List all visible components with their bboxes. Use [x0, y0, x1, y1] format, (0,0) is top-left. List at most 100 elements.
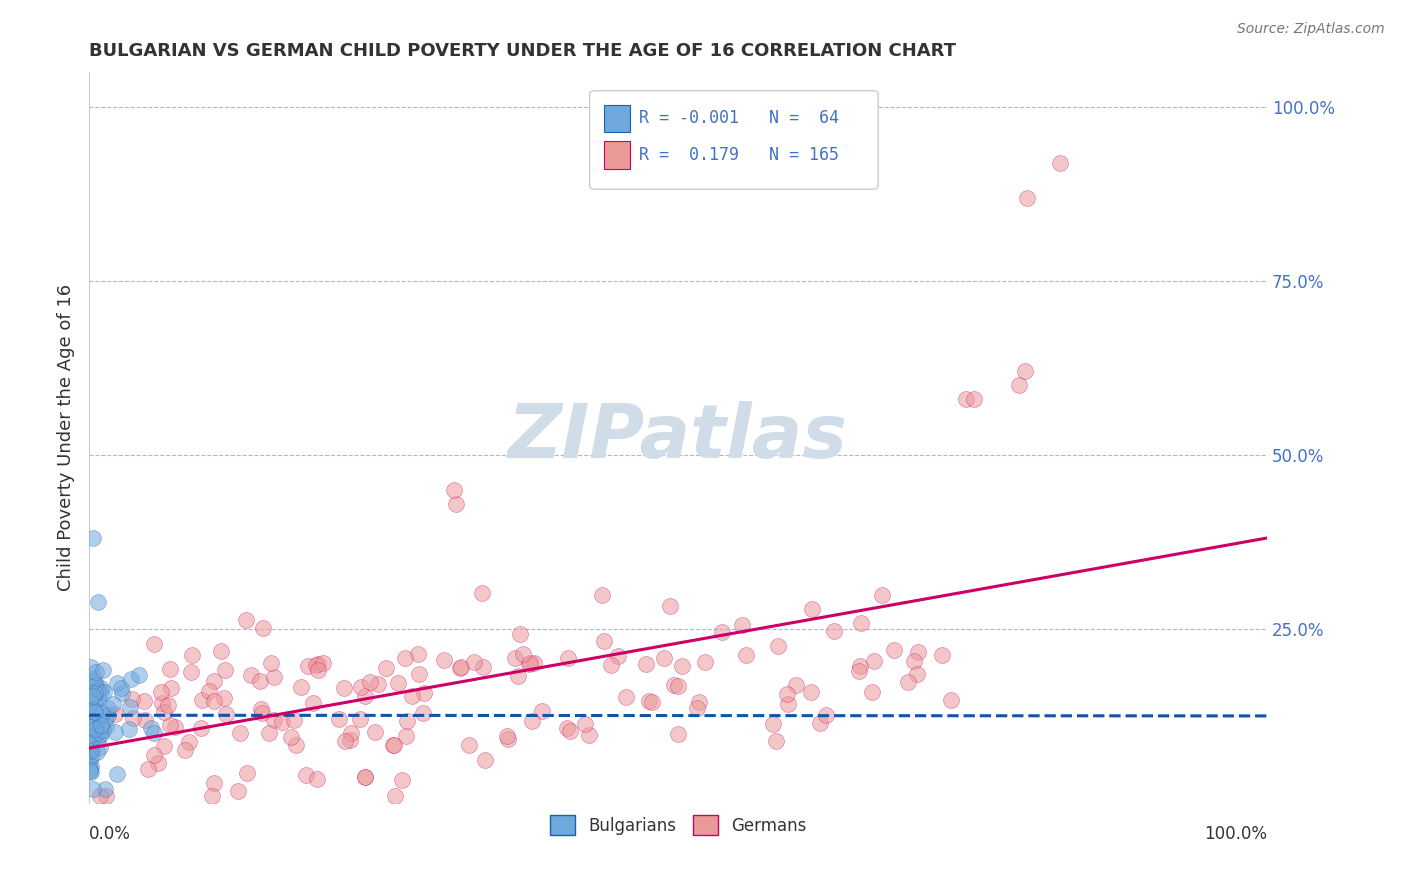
Germans [599, 657, 621, 672]
Germans [785, 678, 807, 692]
Germans [367, 677, 389, 691]
Germans [862, 654, 884, 668]
Bulgarians [82, 781, 104, 796]
Germans [1014, 364, 1036, 378]
Text: R =  0.179   N = 165: R = 0.179 N = 165 [640, 146, 839, 164]
Germans [263, 713, 285, 727]
Germans [152, 706, 174, 720]
Text: R = -0.001   N =  64: R = -0.001 N = 64 [640, 110, 839, 128]
Bulgarians [91, 664, 114, 678]
Germans [159, 662, 181, 676]
Germans [215, 707, 238, 722]
Bulgarians [83, 703, 105, 717]
Germans [391, 773, 413, 788]
Germans [214, 663, 236, 677]
Germans [236, 765, 259, 780]
Germans [413, 685, 436, 699]
Bulgarians [87, 683, 110, 698]
Germans [450, 660, 472, 674]
Bulgarians [90, 685, 112, 699]
Bulgarians [82, 748, 104, 763]
Germans [122, 711, 145, 725]
Germans [191, 693, 214, 707]
Bulgarians [89, 739, 111, 754]
Germans [173, 743, 195, 757]
Germans [800, 684, 823, 698]
Germans [307, 657, 329, 672]
Germans [444, 497, 467, 511]
Germans [84, 678, 107, 692]
FancyBboxPatch shape [589, 91, 879, 189]
Germans [305, 658, 328, 673]
Bulgarians [128, 668, 150, 682]
Germans [263, 669, 285, 683]
Text: ZIPatlas: ZIPatlas [508, 401, 848, 474]
Germans [375, 661, 398, 675]
Bulgarians [84, 665, 107, 679]
Germans [143, 747, 166, 762]
Germans [104, 707, 127, 722]
Germans [412, 706, 434, 720]
Germans [339, 726, 361, 740]
Bulgarians [80, 714, 103, 729]
Germans [509, 627, 531, 641]
Germans [955, 392, 977, 407]
Germans [941, 693, 963, 707]
Text: 100.0%: 100.0% [1204, 824, 1267, 843]
Germans [519, 657, 541, 672]
Germans [339, 732, 361, 747]
Bulgarians [80, 660, 103, 674]
Bulgarians [79, 744, 101, 758]
Germans [160, 681, 183, 696]
Germans [353, 770, 375, 784]
Bulgarians [80, 734, 103, 748]
Germans [89, 789, 111, 803]
Germans [284, 738, 307, 752]
Germans [607, 648, 630, 663]
Germans [1008, 378, 1031, 392]
Germans [180, 665, 202, 679]
Germans [202, 776, 225, 790]
Germans [449, 661, 471, 675]
Germans [202, 674, 225, 689]
Germans [359, 675, 381, 690]
Bulgarians [82, 689, 104, 703]
Bulgarians [82, 743, 104, 757]
Germans [557, 650, 579, 665]
Germans [235, 613, 257, 627]
Germans [301, 696, 323, 710]
Germans [931, 648, 953, 662]
Bulgarians [79, 751, 101, 765]
Germans [290, 680, 312, 694]
Germans [815, 707, 838, 722]
Bulgarians [93, 712, 115, 726]
Germans [252, 621, 274, 635]
Germans [523, 656, 546, 670]
Germans [905, 667, 928, 681]
Germans [190, 721, 212, 735]
Germans [226, 783, 249, 797]
Germans [387, 676, 409, 690]
Germans [257, 726, 280, 740]
Bulgarians [79, 762, 101, 776]
Bulgarians [86, 745, 108, 759]
Germans [634, 657, 657, 671]
Germans [312, 656, 335, 670]
Germans [731, 617, 754, 632]
Germans [508, 669, 530, 683]
Bulgarians [120, 700, 142, 714]
Bulgarians [107, 767, 129, 781]
Germans [591, 588, 613, 602]
Bulgarians [77, 681, 100, 695]
Germans [406, 648, 429, 662]
Bulgarians [84, 700, 107, 714]
Germans [823, 624, 845, 639]
Germans [808, 716, 831, 731]
Bulgarians [79, 695, 101, 709]
Germans [593, 634, 616, 648]
Germans [228, 725, 250, 739]
Germans [766, 639, 789, 653]
Text: Source: ZipAtlas.com: Source: ZipAtlas.com [1237, 22, 1385, 37]
Germans [364, 725, 387, 739]
Text: 0.0%: 0.0% [89, 824, 131, 843]
